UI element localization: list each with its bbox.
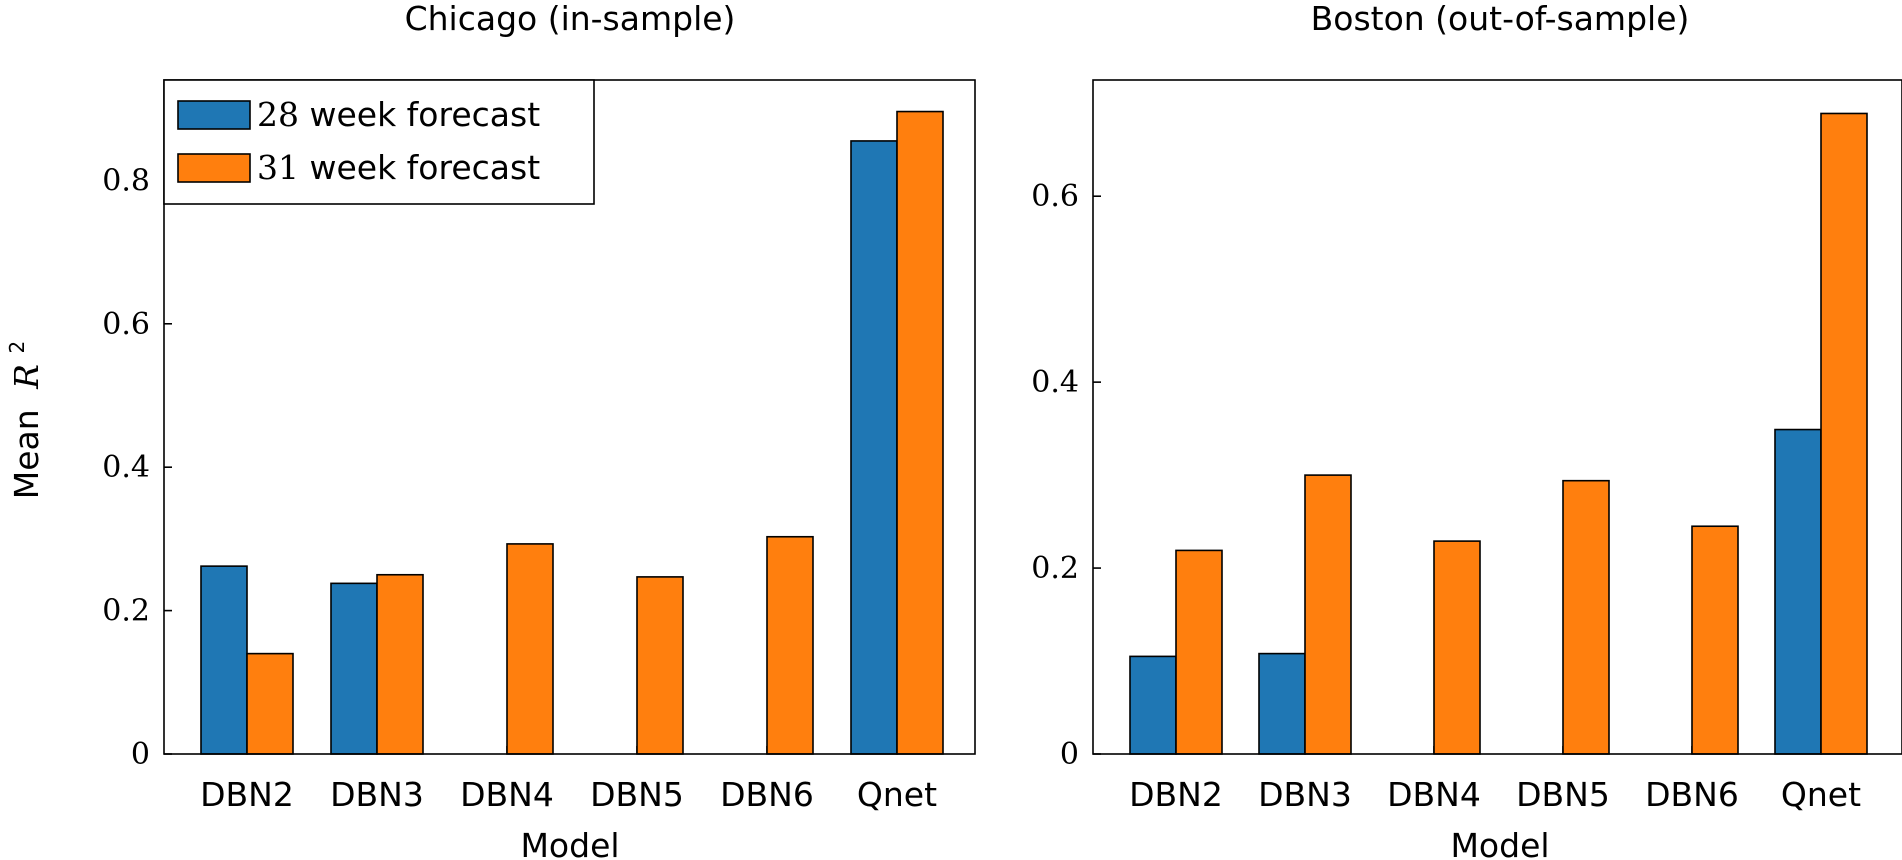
legend-label-31: 31 week forecast (257, 148, 540, 187)
chart-title: Chicago (in-sample) (405, 0, 736, 38)
chicago-panel: Chicago (in-sample) Mean R 2 Model 00.20… (5, 0, 976, 860)
y-axis-label-var: R (7, 364, 46, 390)
y-tick-label: 0.6 (102, 307, 150, 342)
bar-dbn5-31 (1562, 479, 1610, 755)
x-tick-label: Qnet (1781, 775, 1861, 814)
bar-dbn2-28 (200, 565, 248, 755)
x-tick-label: DBN4 (1387, 775, 1481, 814)
x-axis-label: Model (1450, 826, 1549, 860)
legend-label-28: 28 week forecast (257, 95, 540, 134)
y-tick-label: 0.2 (102, 594, 150, 629)
y-tick-label: 0.6 (1031, 179, 1079, 214)
x-tick-label: DBN3 (330, 775, 424, 814)
y-axis-label-prefix: Mean (7, 409, 46, 499)
x-tick-label: DBN4 (460, 775, 554, 814)
x-tick-label: DBN2 (1129, 775, 1223, 814)
boston-plot-area: 0 0.2 0.4 0.6 DBN2 DBN3 DBN4 DBN5 DBN6 Qnet (1031, 112, 1868, 814)
y-tick-label: 0.2 (1031, 551, 1079, 586)
bar-dbn4-31 (506, 543, 554, 755)
x-tick-label: Qnet (857, 775, 937, 814)
bar-dbn6-31 (1691, 525, 1739, 755)
boston-panel: Boston (out-of-sample) Model 0 0.2 0.4 0.6 D… (1031, 0, 1902, 860)
legend-label-31-text: week forecast (299, 148, 540, 187)
legend-label-28-text: week forecast (299, 95, 540, 134)
legend-label-28-num: 28 (257, 95, 299, 134)
x-tick-label: DBN6 (1645, 775, 1739, 814)
legend-swatch-31 (177, 153, 251, 183)
legend-label-31-num: 31 (257, 148, 299, 187)
bar-dbn2-28 (1129, 655, 1177, 755)
legend: 28 week forecast 31 week forecast (163, 79, 595, 205)
x-tick-label: DBN3 (1258, 775, 1352, 814)
y-tick-label: 0 (131, 737, 150, 772)
bar-qnet-31 (1820, 112, 1868, 755)
chart-title: Boston (out-of-sample) (1311, 0, 1690, 38)
bar-qnet-31 (896, 110, 944, 755)
chicago-plot-area: 0 0.2 0.4 0.6 0.8 DBN2 DBN3 DBN4 DBN5 DBN6 Qnet (102, 110, 944, 814)
x-tick-label: DBN2 (200, 775, 294, 814)
legend-swatch-28 (177, 100, 251, 130)
y-axis-label-sup: 2 (5, 341, 29, 354)
bar-qnet-28 (1774, 428, 1822, 755)
bar-dbn3-28 (1258, 652, 1306, 755)
x-tick-label: DBN5 (1516, 775, 1610, 814)
x-tick-label: DBN5 (590, 775, 684, 814)
y-tick-label: 0.4 (102, 450, 150, 485)
y-axis-label: Mean R 2 (5, 341, 46, 500)
bar-dbn2-31 (246, 652, 294, 755)
bar-dbn3-31 (1304, 474, 1352, 755)
bar-dbn2-31 (1175, 549, 1223, 755)
bar-dbn5-31 (636, 576, 684, 755)
y-tick-label: 0.4 (1031, 365, 1079, 400)
x-tick-label: DBN6 (720, 775, 814, 814)
y-tick-label: 0.8 (102, 163, 150, 198)
bar-dbn3-31 (376, 573, 424, 755)
x-axis-label: Model (520, 826, 619, 860)
boston-axes-frame (1092, 79, 1902, 755)
y-tick-label: 0 (1060, 737, 1079, 772)
bar-dbn3-28 (330, 582, 378, 755)
bar-dbn4-31 (1433, 540, 1481, 755)
bar-dbn6-31 (766, 535, 814, 755)
bar-qnet-28 (850, 140, 898, 755)
